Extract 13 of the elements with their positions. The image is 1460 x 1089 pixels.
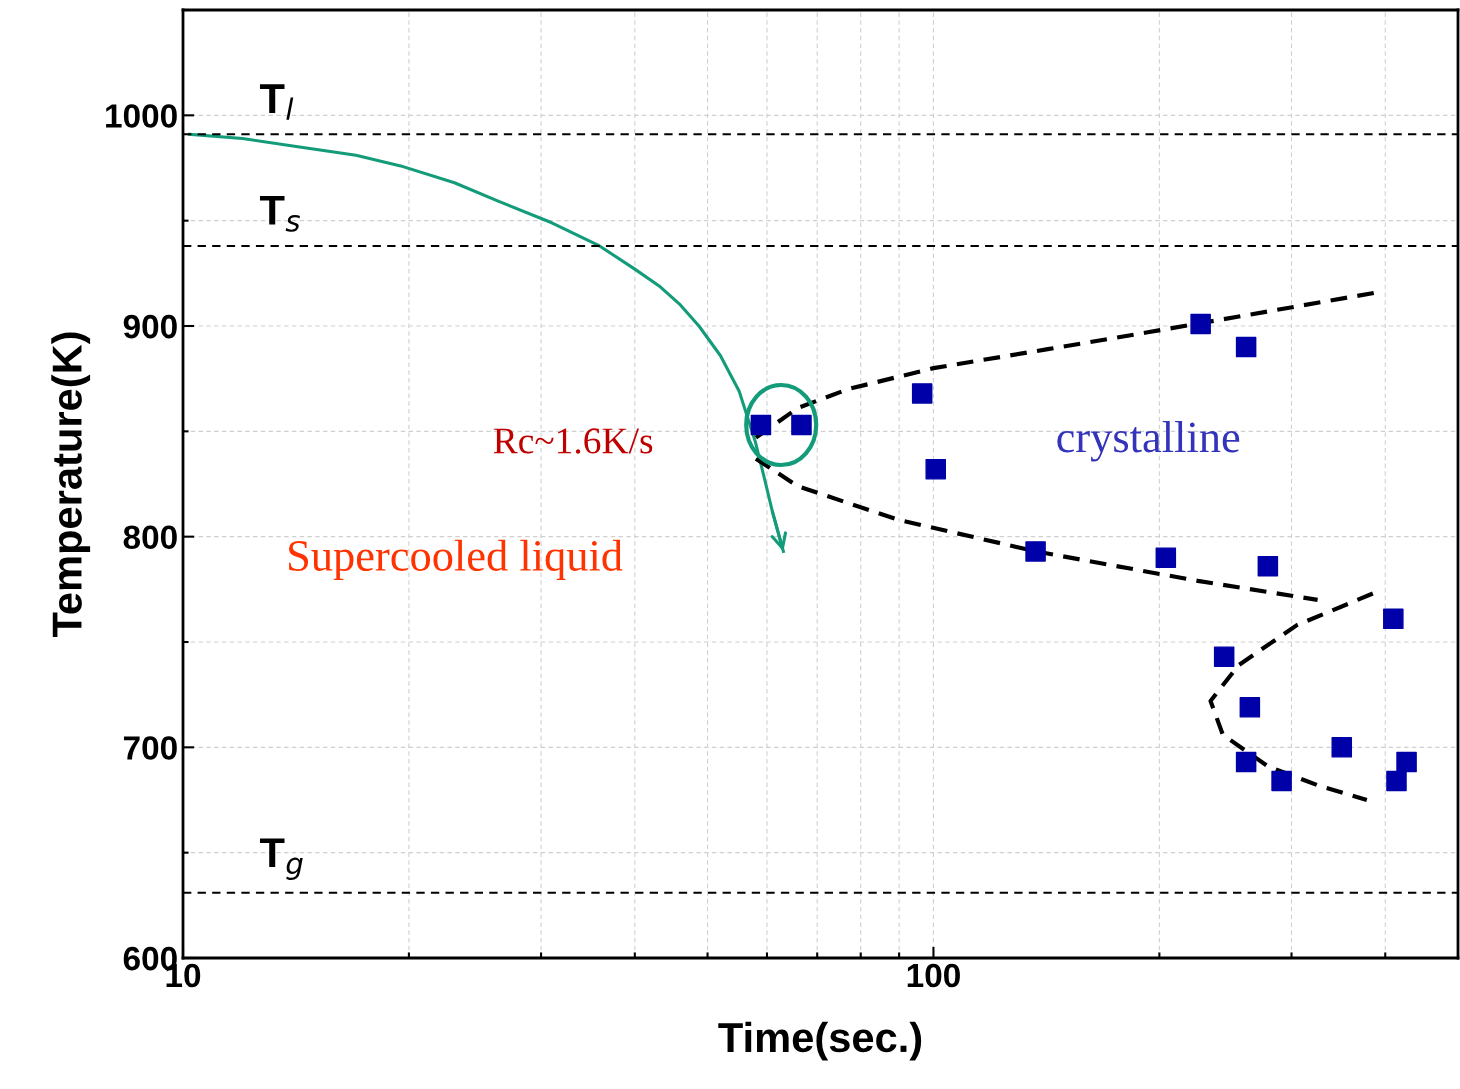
x-tick-label: 100 xyxy=(907,963,960,988)
annotation: crystalline xyxy=(1057,421,1240,462)
y-tick-label: 1000 xyxy=(106,104,177,128)
x-axis-title: Time(sec.) xyxy=(718,1021,922,1061)
y-tick-label: 700 xyxy=(123,736,177,760)
annotation: Rc~1.6K/s xyxy=(493,428,653,454)
annotation: Supercooled liquid xyxy=(289,539,623,580)
ref-line-label: T$_{s}$ xyxy=(259,195,300,232)
y-tick-label: 800 xyxy=(123,525,177,550)
y-tick-label: 900 xyxy=(123,314,177,339)
ref-line-label: T$_{l}$ xyxy=(259,84,294,120)
y-axis-title: Temperature(K) xyxy=(51,332,91,638)
ref-line-label: T$_{g}$ xyxy=(259,838,303,880)
